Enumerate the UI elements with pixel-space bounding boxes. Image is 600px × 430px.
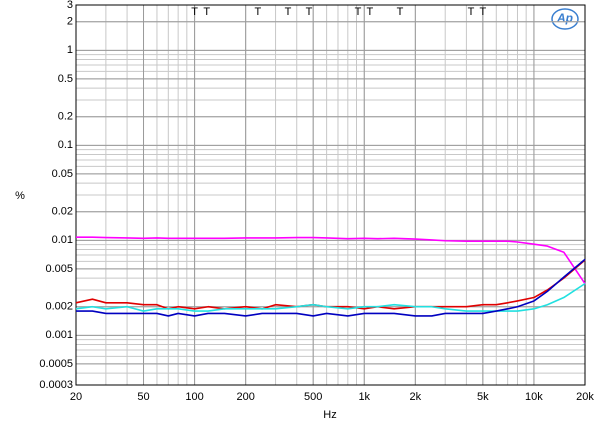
y-tick-label: 0.1: [58, 139, 73, 151]
y-tick-label: 0.02: [52, 206, 73, 218]
marker: T: [397, 6, 404, 18]
x-axis-label: Hz: [323, 409, 336, 421]
marker: T: [191, 6, 198, 18]
marker: T: [285, 6, 292, 18]
y-axis-label: %: [15, 190, 25, 202]
y-tick-label: 2: [67, 16, 73, 28]
marker: T: [355, 6, 362, 18]
logo: Ap: [556, 11, 573, 25]
marker: T: [203, 6, 210, 18]
y-tick-label: 0.005: [45, 263, 73, 275]
x-tick-label: 20: [70, 391, 82, 403]
y-tick-label: 0.5: [58, 73, 73, 85]
marker: T: [479, 6, 486, 18]
y-tick-label: 3: [67, 0, 73, 11]
y-tick-label: 0.0005: [39, 358, 73, 370]
x-tick-label: 1k: [358, 391, 370, 403]
marker: T: [254, 6, 261, 18]
series-line: [75, 282, 586, 312]
y-tick-label: 0.01: [52, 234, 73, 246]
x-tick-label: 200: [236, 391, 254, 403]
x-tick-label: 2k: [410, 391, 422, 403]
x-tick-label: 500: [304, 391, 322, 403]
x-tick-label: 100: [185, 391, 203, 403]
x-tick-label: 20k: [576, 391, 594, 403]
y-tick-label: 0.001: [45, 329, 73, 341]
series-line: [76, 236, 586, 285]
x-tick-label: 10k: [525, 391, 543, 403]
y-tick-label: 0.002: [45, 301, 73, 313]
y-tick-label: 0.2: [58, 111, 73, 123]
logo-ring: [551, 8, 579, 30]
y-tick-label: 1: [67, 44, 73, 56]
marker: T: [306, 6, 313, 18]
y-tick-label: 0.05: [52, 168, 73, 180]
series-line: [76, 258, 586, 317]
marker: T: [367, 6, 374, 18]
x-tick-label: 50: [137, 391, 149, 403]
marker: T: [468, 6, 475, 18]
y-tick-label: 0.0003: [39, 379, 73, 391]
plot-frame: [75, 4, 586, 386]
x-tick-label: 5k: [477, 391, 489, 403]
